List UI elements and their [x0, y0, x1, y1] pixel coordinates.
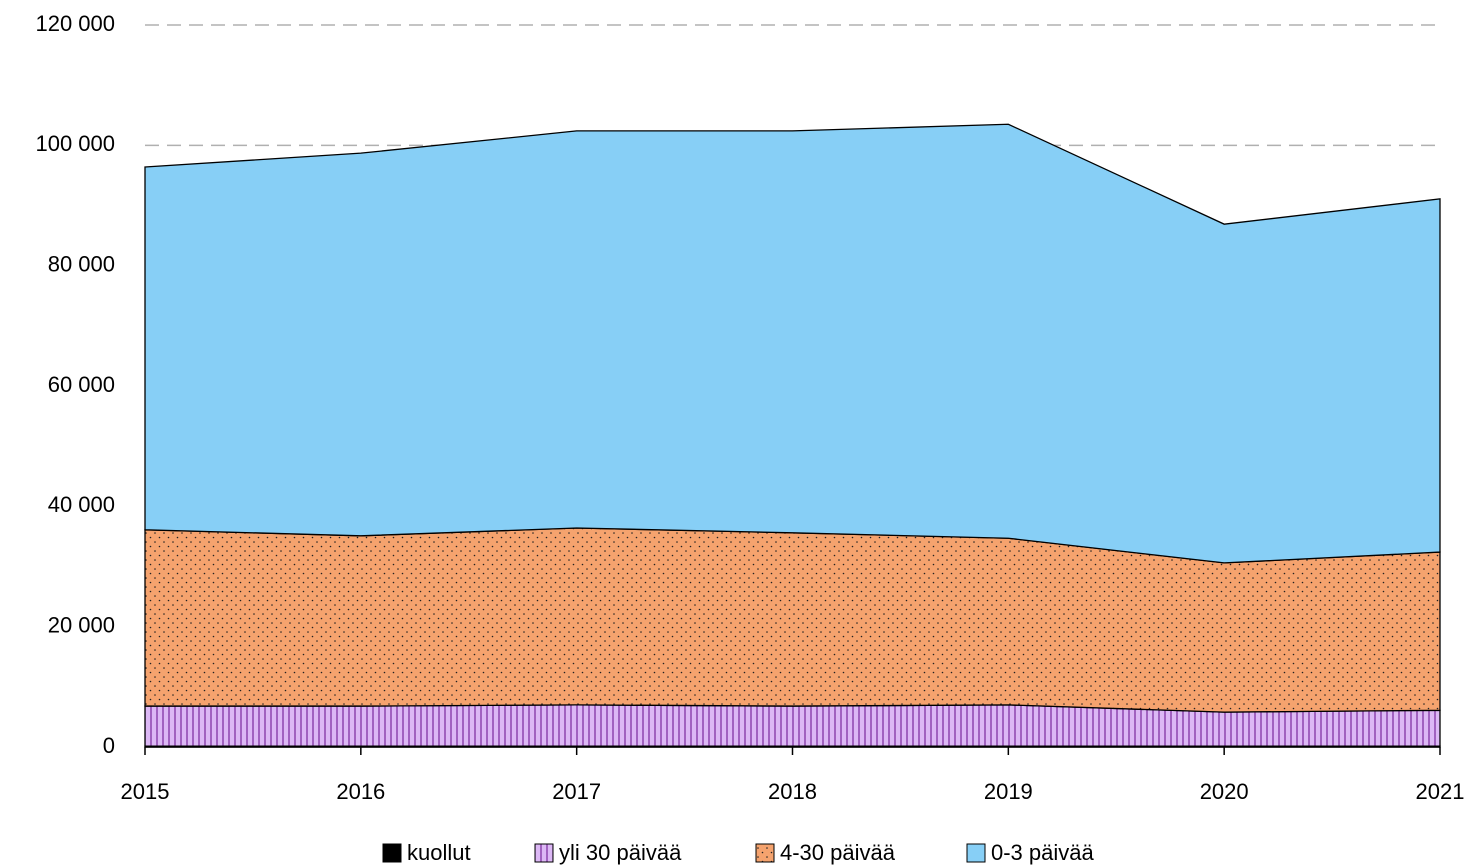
legend-label: yli 30 päivää [559, 840, 682, 865]
x-tick-label: 2019 [984, 779, 1033, 804]
y-tick-label: 100 000 [35, 131, 115, 156]
x-tick-label: 2017 [552, 779, 601, 804]
legend-swatch [382, 843, 402, 863]
legend-label: 0-3 päivää [991, 840, 1095, 865]
y-tick-label: 80 000 [48, 251, 115, 276]
y-tick-label: 60 000 [48, 372, 115, 397]
legend-item: yli 30 päivää [534, 840, 682, 865]
legend-swatch [755, 843, 775, 863]
area [144, 123, 1441, 564]
legend-label: kuollut [407, 840, 471, 865]
y-tick-label: 0 [103, 733, 115, 758]
legend-swatch [966, 843, 986, 863]
x-tick-label: 2021 [1416, 779, 1465, 804]
legend-label: 4-30 päivää [780, 840, 896, 865]
x-tick-label: 2020 [1200, 779, 1249, 804]
legend-item: 0-3 päivää [966, 840, 1095, 865]
legend-item: kuollut [382, 840, 471, 865]
x-tick-label: 2015 [121, 779, 170, 804]
legend-item: 4-30 päivää [755, 840, 896, 865]
x-tick-label: 2016 [336, 779, 385, 804]
y-tick-label: 40 000 [48, 492, 115, 517]
y-tick-label: 20 000 [48, 612, 115, 637]
y-tick-label: 120 000 [35, 11, 115, 36]
x-tick-label: 2018 [768, 779, 817, 804]
legend-swatch [534, 843, 554, 863]
